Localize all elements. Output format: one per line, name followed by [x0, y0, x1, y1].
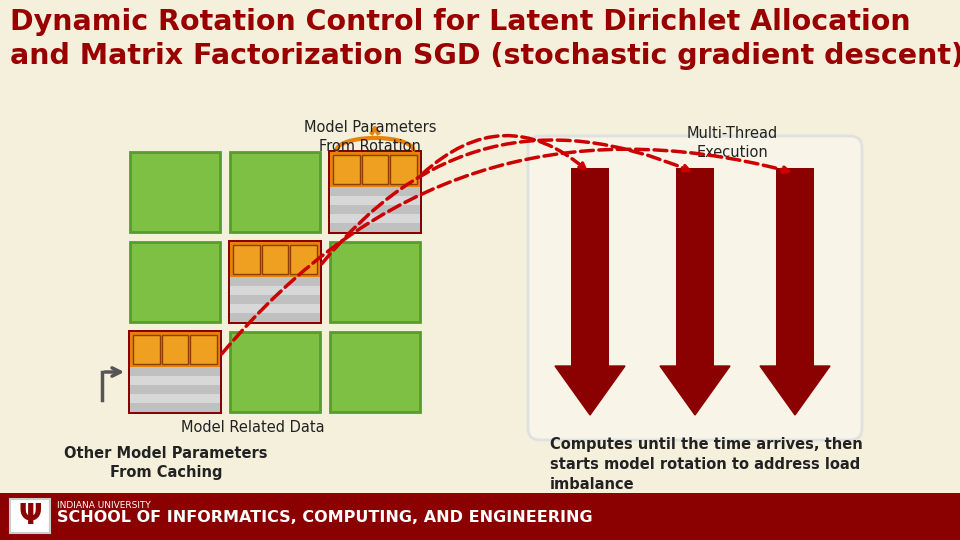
Bar — [230, 295, 320, 304]
Bar — [130, 367, 220, 376]
Bar — [130, 242, 220, 322]
Bar — [230, 277, 320, 286]
Bar — [230, 242, 320, 277]
Bar — [230, 313, 320, 322]
Bar — [262, 245, 288, 274]
Bar — [130, 152, 220, 232]
Bar — [128, 330, 222, 414]
Polygon shape — [660, 366, 730, 415]
Bar — [290, 245, 317, 274]
Text: Model Related Data: Model Related Data — [181, 420, 324, 435]
Text: SCHOOL OF INFORMATICS, COMPUTING, AND ENGINEERING: SCHOOL OF INFORMATICS, COMPUTING, AND EN… — [57, 510, 592, 525]
Bar — [330, 196, 420, 205]
Bar — [230, 277, 320, 322]
Bar — [330, 242, 420, 322]
Bar — [10, 499, 50, 533]
Bar — [230, 152, 320, 232]
Bar — [330, 332, 420, 412]
Bar — [190, 335, 217, 364]
Bar — [130, 403, 220, 412]
Bar — [130, 385, 220, 394]
Text: Other Model Parameters
From Caching: Other Model Parameters From Caching — [64, 446, 268, 480]
Text: Model Parameters
From Rotation: Model Parameters From Rotation — [303, 120, 436, 153]
Text: INDIANA UNIVERSITY: INDIANA UNIVERSITY — [57, 501, 151, 510]
Text: Multi-Thread
Execution: Multi-Thread Execution — [686, 126, 778, 160]
Bar — [133, 335, 159, 364]
Bar — [130, 332, 220, 367]
Bar — [330, 152, 420, 187]
Bar — [130, 376, 220, 385]
Bar — [130, 394, 220, 403]
Bar — [571, 168, 609, 366]
Bar — [330, 187, 420, 232]
Bar — [230, 332, 320, 412]
Text: Dynamic Rotation Control for Latent Dirichlet Allocation
and Matrix Factorizatio: Dynamic Rotation Control for Latent Diri… — [10, 8, 960, 70]
Bar — [330, 223, 420, 232]
Bar — [330, 205, 420, 214]
FancyBboxPatch shape — [528, 136, 862, 440]
Bar — [233, 245, 259, 274]
Bar — [362, 155, 389, 184]
Polygon shape — [555, 366, 625, 415]
Bar — [330, 187, 420, 196]
Bar — [130, 367, 220, 412]
Bar — [391, 155, 417, 184]
Bar — [228, 240, 322, 324]
Bar — [328, 150, 422, 234]
Bar — [161, 335, 188, 364]
Bar — [0, 493, 960, 540]
Bar — [230, 286, 320, 295]
Bar — [330, 214, 420, 223]
Text: Ψ: Ψ — [18, 502, 41, 530]
Bar — [230, 304, 320, 313]
Bar — [776, 168, 814, 366]
Bar — [676, 168, 714, 366]
Polygon shape — [760, 366, 830, 415]
Text: Computes until the time arrives, then
starts model rotation to address load
imba: Computes until the time arrives, then st… — [550, 437, 863, 491]
Bar — [333, 155, 360, 184]
